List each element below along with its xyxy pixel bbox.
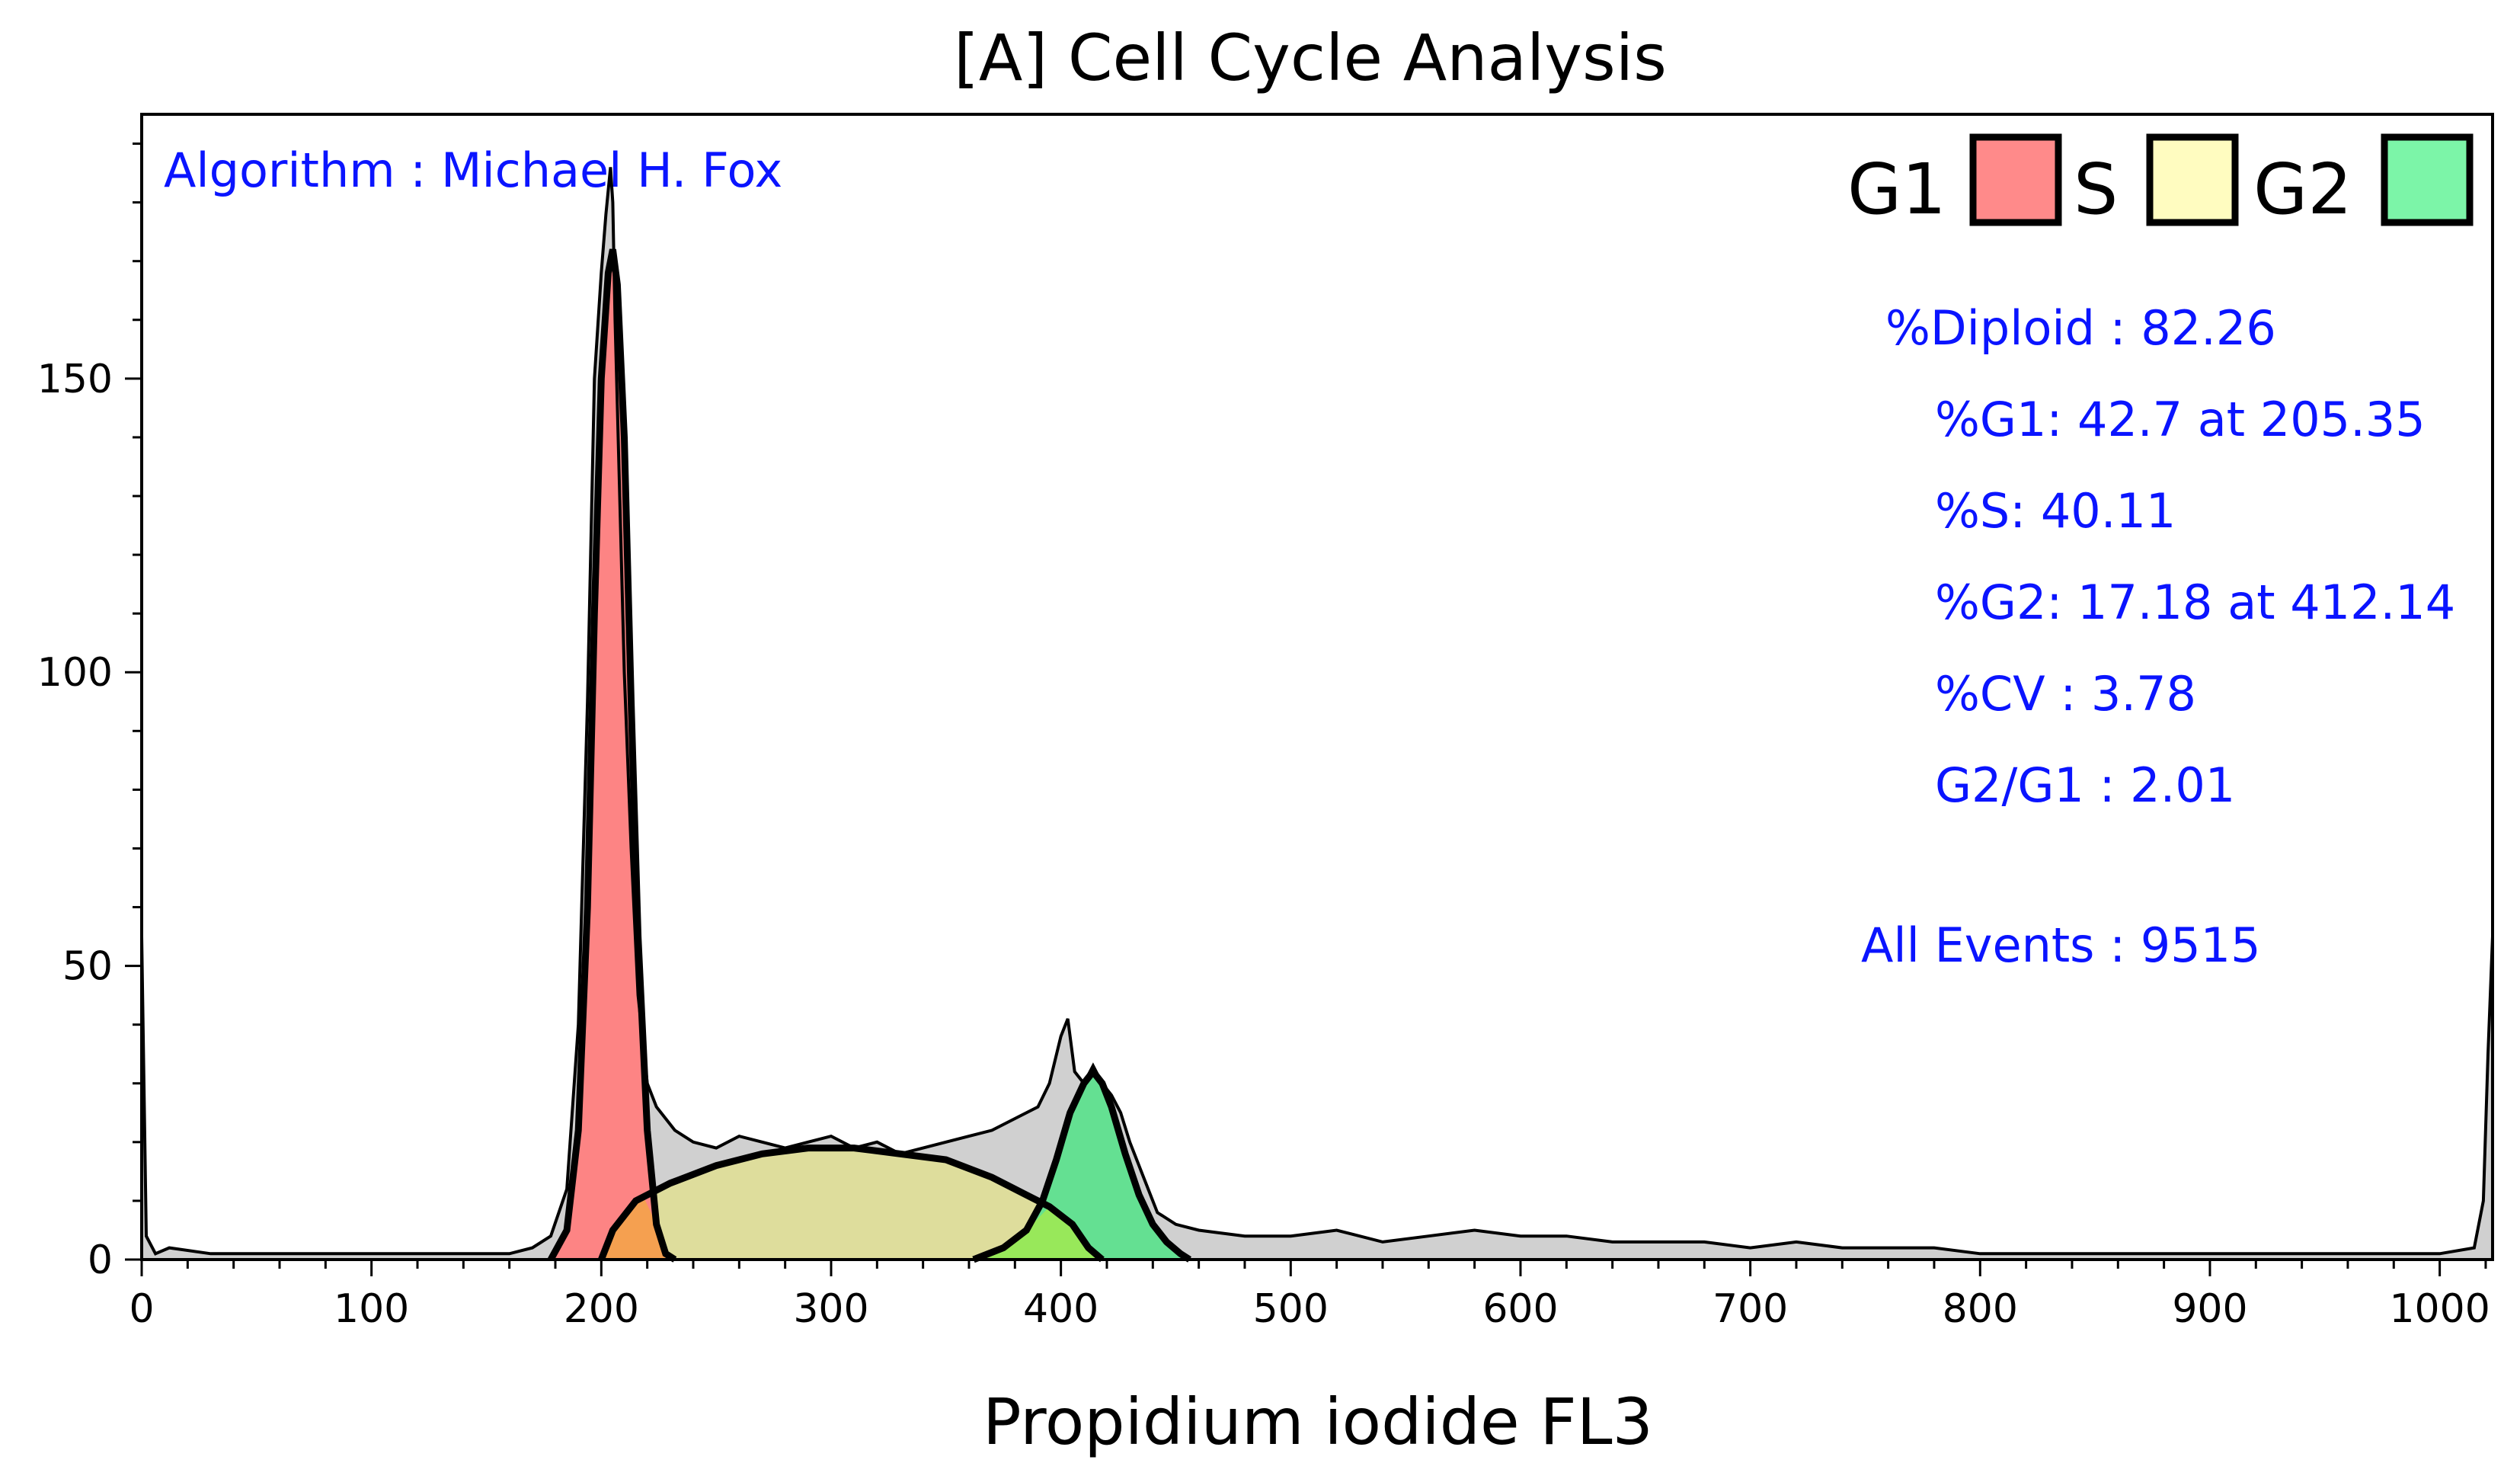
- x-tick-label: 600: [1482, 1286, 1558, 1332]
- x-axis-label: Propidium iodide FL3: [983, 1385, 1653, 1459]
- g2-fit-line: [972, 1066, 1192, 1263]
- legend-swatch-g2: [2381, 133, 2474, 226]
- s-stat: %S: 40.11: [1935, 483, 2176, 539]
- s-phase-area: [601, 1148, 1102, 1260]
- s-fit-line: [598, 1144, 1105, 1263]
- legend: G1 S G2: [1847, 133, 2474, 230]
- legend-label-g1: G1: [1847, 149, 1946, 230]
- ratio-stat: G2/G1 : 2.01: [1935, 757, 2235, 813]
- g1-stat: %G1: 42.7 at 205.35: [1935, 392, 2426, 447]
- algorithm-label: Algorithm : Michael H. Fox: [164, 142, 782, 198]
- x-tick-label: 1000: [2389, 1286, 2490, 1332]
- cv-stat: %CV : 3.78: [1935, 666, 2196, 722]
- y-tick-label: 50: [62, 944, 113, 990]
- histogram-line: [140, 167, 2494, 1256]
- y-tick-label: 0: [88, 1237, 113, 1283]
- g1-fit-line: [548, 248, 677, 1263]
- stats-annotations: %Diploid : 82.26 %G1: 42.7 at 205.35 %S:…: [1861, 300, 2455, 973]
- x-tick-label: 800: [1943, 1286, 2018, 1332]
- x-tick-label: 200: [564, 1286, 639, 1332]
- legend-swatch-s: [2146, 133, 2239, 226]
- g1-phase-area: [551, 249, 675, 1260]
- legend-label-s: S: [2074, 149, 2118, 230]
- events-stat: All Events : 9515: [1861, 917, 2261, 973]
- g2-stat: %G2: 17.18 at 412.14: [1935, 575, 2455, 630]
- x-tick-label: 900: [2172, 1286, 2247, 1332]
- x-tick-label: 0: [129, 1286, 154, 1332]
- x-tick-label: 300: [793, 1286, 868, 1332]
- x-tick-label: 700: [1713, 1286, 1788, 1332]
- legend-swatch-g1: [1969, 133, 2062, 226]
- chart-title: [A] Cell Cycle Analysis: [954, 21, 1667, 95]
- x-tick-label: 400: [1023, 1286, 1099, 1332]
- y-tick-label: 100: [37, 650, 113, 696]
- legend-label-g2: G2: [2253, 149, 2352, 230]
- x-tick-label: 500: [1253, 1286, 1329, 1332]
- g2-phase-area: [974, 1071, 1190, 1260]
- x-tick-label: 100: [334, 1286, 409, 1332]
- g1-s-overlap-area: [601, 1195, 675, 1260]
- diploid-stat: %Diploid : 82.26: [1885, 300, 2276, 356]
- y-tick-label: 150: [37, 357, 113, 402]
- plot-frame: [140, 113, 2494, 1261]
